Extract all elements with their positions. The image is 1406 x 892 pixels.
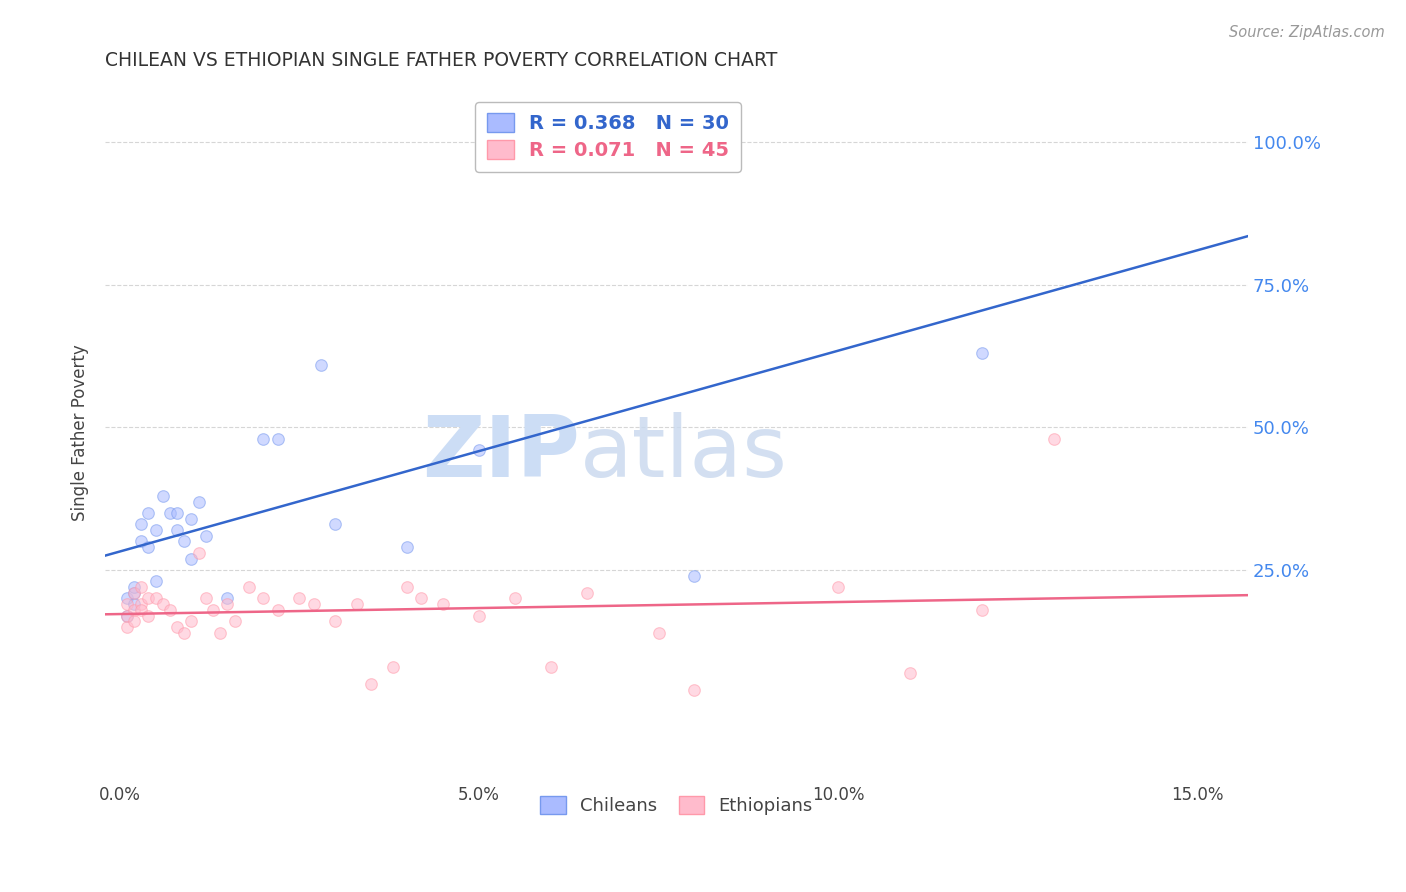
- Point: [173, 534, 195, 549]
- Point: [122, 580, 145, 594]
- Point: [115, 608, 138, 623]
- Point: [302, 597, 325, 611]
- Point: [1043, 432, 1066, 446]
- Point: [194, 529, 217, 543]
- Point: [898, 665, 921, 680]
- Point: [346, 597, 368, 611]
- Point: [136, 540, 159, 554]
- Point: [217, 597, 239, 611]
- Text: ZIP: ZIP: [422, 412, 579, 495]
- Point: [122, 586, 145, 600]
- Point: [503, 591, 526, 606]
- Point: [323, 517, 346, 532]
- Point: [115, 620, 138, 634]
- Point: [166, 620, 188, 634]
- Point: [238, 580, 260, 594]
- Point: [129, 603, 152, 617]
- Point: [129, 534, 152, 549]
- Point: [468, 443, 491, 458]
- Point: [683, 568, 706, 582]
- Point: [122, 597, 145, 611]
- Point: [970, 346, 993, 360]
- Point: [145, 523, 167, 537]
- Point: [266, 432, 288, 446]
- Point: [396, 540, 419, 554]
- Point: [187, 494, 209, 508]
- Point: [122, 603, 145, 617]
- Point: [136, 591, 159, 606]
- Point: [381, 660, 404, 674]
- Point: [468, 608, 491, 623]
- Point: [166, 506, 188, 520]
- Point: [201, 603, 224, 617]
- Point: [309, 358, 332, 372]
- Point: [136, 608, 159, 623]
- Point: [129, 580, 152, 594]
- Point: [827, 580, 849, 594]
- Point: [647, 625, 669, 640]
- Text: atlas: atlas: [579, 412, 787, 495]
- Y-axis label: Single Father Poverty: Single Father Poverty: [72, 344, 89, 522]
- Point: [970, 603, 993, 617]
- Point: [575, 586, 598, 600]
- Point: [115, 608, 138, 623]
- Point: [288, 591, 311, 606]
- Point: [323, 615, 346, 629]
- Point: [252, 591, 274, 606]
- Point: [180, 615, 202, 629]
- Point: [540, 660, 562, 674]
- Point: [575, 135, 598, 149]
- Text: Source: ZipAtlas.com: Source: ZipAtlas.com: [1229, 25, 1385, 40]
- Point: [115, 591, 138, 606]
- Point: [122, 615, 145, 629]
- Point: [136, 506, 159, 520]
- Point: [683, 682, 706, 697]
- Point: [152, 597, 174, 611]
- Point: [180, 551, 202, 566]
- Point: [252, 432, 274, 446]
- Point: [266, 603, 288, 617]
- Point: [122, 586, 145, 600]
- Point: [194, 591, 217, 606]
- Point: [145, 574, 167, 589]
- Point: [166, 523, 188, 537]
- Point: [180, 511, 202, 525]
- Legend: Chileans, Ethiopians: Chileans, Ethiopians: [531, 788, 821, 824]
- Point: [129, 517, 152, 532]
- Point: [396, 580, 419, 594]
- Point: [209, 625, 232, 640]
- Point: [115, 597, 138, 611]
- Point: [152, 489, 174, 503]
- Point: [411, 591, 433, 606]
- Point: [217, 591, 239, 606]
- Point: [129, 597, 152, 611]
- Point: [159, 506, 181, 520]
- Point: [173, 625, 195, 640]
- Point: [145, 591, 167, 606]
- Point: [360, 677, 382, 691]
- Point: [432, 597, 454, 611]
- Point: [187, 546, 209, 560]
- Point: [159, 603, 181, 617]
- Point: [224, 615, 246, 629]
- Text: CHILEAN VS ETHIOPIAN SINGLE FATHER POVERTY CORRELATION CHART: CHILEAN VS ETHIOPIAN SINGLE FATHER POVER…: [105, 51, 778, 70]
